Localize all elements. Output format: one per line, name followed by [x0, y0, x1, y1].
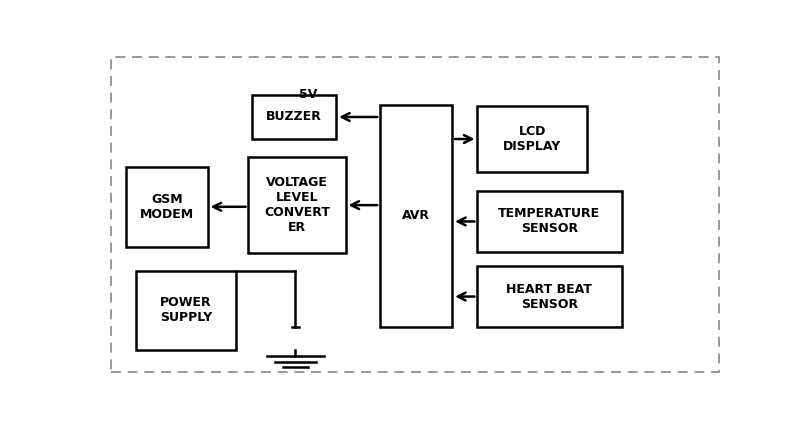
- Bar: [252, 95, 337, 139]
- Bar: [248, 157, 345, 253]
- Text: VOLTAGE
LEVEL
CONVERT
ER: VOLTAGE LEVEL CONVERT ER: [264, 176, 330, 234]
- Bar: [126, 167, 208, 247]
- Bar: [477, 266, 621, 327]
- Bar: [477, 106, 587, 172]
- Text: POWER
SUPPLY: POWER SUPPLY: [159, 296, 212, 324]
- Text: GSM
MODEM: GSM MODEM: [140, 193, 194, 221]
- Text: AVR: AVR: [402, 209, 430, 222]
- Text: LCD
DISPLAY: LCD DISPLAY: [503, 125, 561, 153]
- Bar: [477, 191, 621, 252]
- Bar: [380, 105, 452, 327]
- Text: BUZZER: BUZZER: [266, 111, 322, 123]
- Text: TEMPERATURE
SENSOR: TEMPERATURE SENSOR: [498, 207, 600, 235]
- Text: 5V: 5V: [299, 89, 317, 101]
- Bar: [136, 271, 236, 350]
- Text: HEART BEAT
SENSOR: HEART BEAT SENSOR: [506, 282, 592, 310]
